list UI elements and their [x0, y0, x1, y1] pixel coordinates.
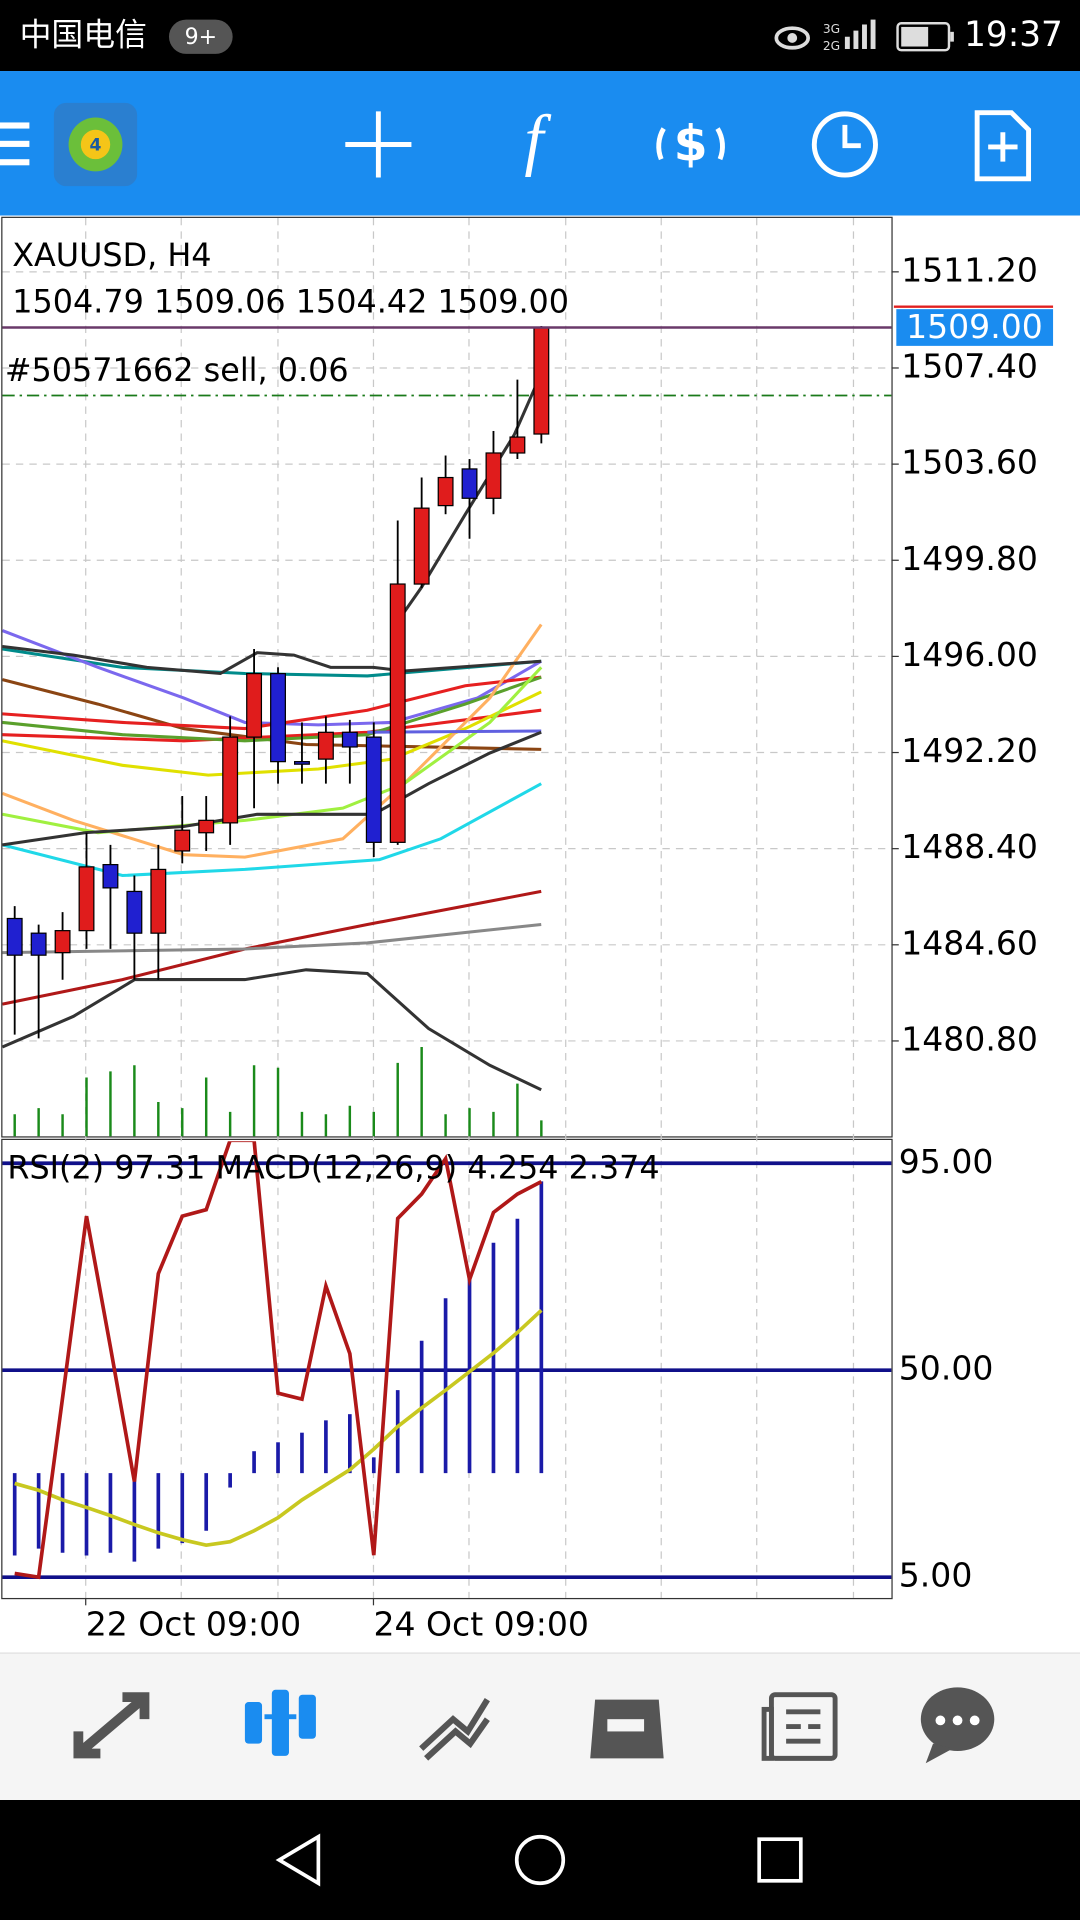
history-tab[interactable] [590, 1699, 664, 1759]
main-plot [2, 271, 892, 1137]
time-label: 22 Oct 09:00 [86, 1605, 301, 1644]
candle-body [6, 917, 23, 956]
toolbar [0, 71, 1080, 216]
time-label: 24 Oct 09:00 [373, 1605, 588, 1644]
candle-body [533, 326, 550, 435]
candle-body [126, 890, 143, 934]
candle-body [365, 736, 382, 843]
symbol-label: XAUUSD, H4 [12, 236, 211, 274]
candle-body [317, 731, 334, 760]
price-tick-label: 1503.60 [901, 443, 1038, 482]
candle-body [341, 731, 358, 748]
badge-bg [168, 19, 233, 54]
level-label: 5.00 [899, 1556, 973, 1595]
candle-body [437, 476, 454, 507]
svg-text:$: $ [674, 115, 708, 172]
period-button[interactable] [811, 111, 878, 178]
order-label: #50571662 sell, 0.06 [5, 351, 349, 389]
level-label: 50.00 [899, 1349, 994, 1388]
bid-label: 1509.00 [906, 307, 1043, 346]
indicator-plot [2, 1141, 892, 1580]
recents-button[interactable] [757, 1837, 803, 1883]
candle-body [78, 866, 95, 932]
new-order-button[interactable] [974, 110, 1032, 182]
candle-body [294, 761, 310, 765]
candle-body [150, 868, 167, 934]
home-button[interactable] [514, 1834, 566, 1886]
system-nav [0, 1800, 1080, 1920]
moving-averages [2, 372, 543, 1092]
candle-body [485, 452, 502, 499]
price-tick-label: 1480.80 [901, 1019, 1038, 1058]
app-logo[interactable]: 4 [53, 102, 138, 187]
bid-tag [896, 309, 1054, 346]
candles [6, 325, 550, 1039]
candle-body [246, 672, 263, 738]
candle-body [174, 829, 191, 852]
candle-body [509, 436, 526, 454]
trade-tab[interactable] [419, 1697, 490, 1761]
axes: 1511.20 1507.40 1503.60 1499.80 1496.00 1492.… [85, 250, 1054, 1644]
macd-signal [14, 1308, 543, 1548]
badge: 9+ [185, 25, 217, 50]
clock: 19:37 [964, 15, 1063, 55]
news-tab[interactable] [761, 1692, 838, 1761]
back-button[interactable] [275, 1833, 321, 1887]
svg-text:3G: 3G [823, 22, 840, 36]
price-tick-label: 1488.40 [901, 827, 1038, 866]
level-label: 95.00 [899, 1142, 994, 1181]
candle-body [30, 932, 47, 956]
price-tick-label: 1507.40 [901, 346, 1038, 385]
candle-body [198, 819, 215, 834]
price-tick-label: 1492.20 [901, 731, 1038, 770]
menu-button[interactable] [0, 122, 30, 166]
svg-text:4: 4 [90, 136, 102, 156]
svg-text:2G: 2G [823, 39, 840, 53]
candle-body [461, 468, 478, 499]
candle-body [389, 583, 406, 843]
chat-tab[interactable] [920, 1687, 995, 1764]
price-tick-label: 1511.20 [901, 250, 1038, 289]
candle-body [102, 863, 119, 889]
quotes-tab[interactable] [73, 1692, 150, 1759]
price-tick-label: 1484.60 [901, 923, 1038, 962]
volumes [13, 1046, 543, 1137]
candle-body [413, 507, 430, 585]
candle-body [270, 672, 286, 763]
indicator-label: RSI(2) 97.31 MACD(12,26,9) 4.254 2.374 [7, 1148, 659, 1186]
rsi-line [14, 1141, 543, 1580]
crosshair-button[interactable] [345, 111, 412, 178]
bottom-nav [0, 1653, 1080, 1800]
main-chart-frame [1, 216, 893, 1138]
chart-tab[interactable] [244, 1689, 316, 1756]
ohlc-label: 1504.79 1509.06 1504.42 1509.00 [12, 283, 569, 321]
candle-body [222, 736, 239, 824]
carrier: 中国电信 [20, 16, 147, 54]
price-tick-label: 1499.80 [901, 539, 1038, 578]
candle-body [54, 930, 71, 954]
trade-button[interactable]: $ [656, 115, 725, 172]
price-tick-label: 1496.00 [901, 635, 1038, 674]
